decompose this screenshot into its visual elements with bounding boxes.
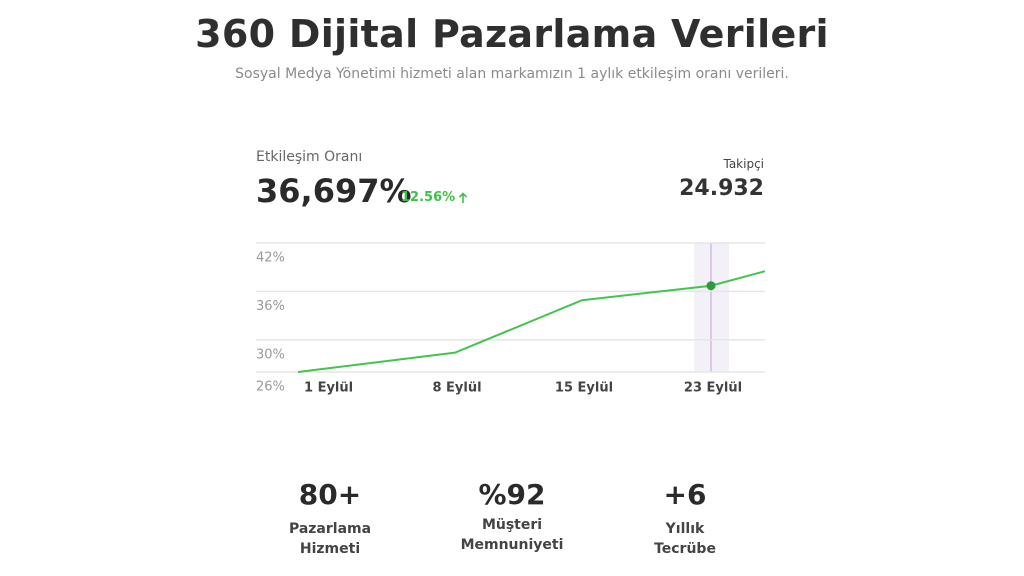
- stat-label: Hizmeti: [299, 541, 361, 557]
- metric-label: Etkileşim Oranı: [256, 149, 363, 165]
- highlight-point: [706, 281, 716, 291]
- stat-value: +6: [663, 478, 707, 511]
- stat: %92 Müşteri Memnuniyeti: [432, 478, 592, 555]
- stat-value: 80+: [298, 478, 362, 511]
- stat-value: %92: [478, 478, 546, 511]
- page-title: 360 Dijital Pazarlama Verileri: [195, 12, 829, 56]
- follower-value: 24.932: [679, 176, 764, 201]
- y-tick-label: 36%: [256, 299, 285, 314]
- stat: 80+ Pazarlama Hizmeti: [250, 478, 410, 559]
- stat-label: Pazarlama: [288, 521, 372, 537]
- x-tick-label: 15 Eylül: [555, 381, 613, 396]
- up-arrow-icon: [459, 191, 468, 203]
- follower-label: Takipçi: [723, 157, 764, 171]
- metric-value: 36,697%: [256, 172, 412, 210]
- stat-label: Müşteri: [481, 517, 543, 533]
- page-subtitle: Sosyal Medya Yönetimi hizmeti alan marka…: [235, 66, 789, 82]
- x-tick-label: 1 Eylül: [304, 381, 353, 396]
- change-indicator: 12.56%: [401, 190, 468, 205]
- y-tick-label: 42%: [256, 251, 285, 266]
- stat: +6 Yıllık Tecrübe: [605, 478, 765, 559]
- stat-label: Yıllık: [665, 521, 705, 537]
- y-tick-label: 30%: [256, 347, 285, 362]
- x-tick-label: 8 Eylül: [432, 381, 481, 396]
- change-value: 12.56%: [401, 190, 456, 205]
- data-line: [297, 270, 766, 373]
- stat-label: Tecrübe: [654, 541, 716, 557]
- x-tick-label: 23 Eylül: [684, 381, 742, 396]
- y-tick-label: 26%: [256, 380, 285, 395]
- stat-label: Memnuniyeti: [460, 537, 564, 553]
